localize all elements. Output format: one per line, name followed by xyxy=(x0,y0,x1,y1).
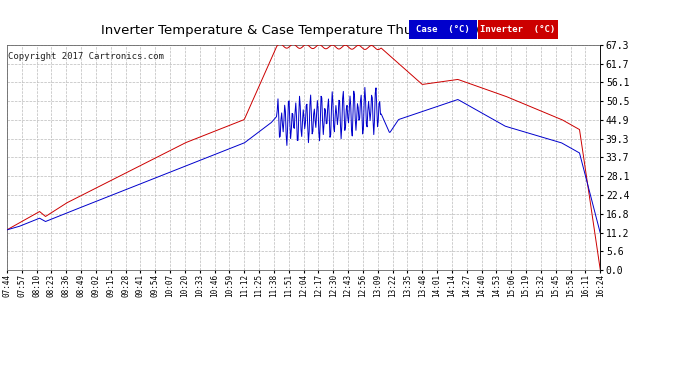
Text: Inverter Temperature & Case Temperature Thu Dec 14 16:24: Inverter Temperature & Case Temperature … xyxy=(101,24,506,38)
Text: Case  (°C): Case (°C) xyxy=(416,25,470,34)
Text: Copyright 2017 Cartronics.com: Copyright 2017 Cartronics.com xyxy=(8,52,164,61)
Text: Inverter  (°C): Inverter (°C) xyxy=(480,25,555,34)
